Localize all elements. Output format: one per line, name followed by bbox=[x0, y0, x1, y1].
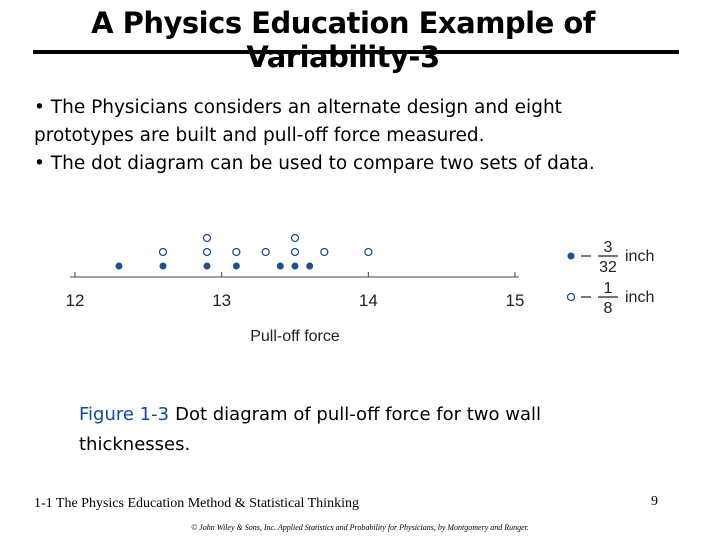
dot-1-8-inch bbox=[320, 247, 329, 257]
dot-1-8-inch bbox=[364, 247, 373, 257]
dot-3-32-inch bbox=[159, 262, 167, 270]
dot-3-32-inch bbox=[232, 262, 240, 270]
copyright-notice: © John Wiley & Sons, Inc. Applied Statis… bbox=[191, 523, 529, 532]
figure-label: Figure 1-3 bbox=[79, 404, 170, 425]
title-rule bbox=[33, 50, 679, 54]
x-tick-label: 13 bbox=[212, 291, 231, 310]
dot-3-32-inch bbox=[203, 262, 211, 270]
dot-3-32-inch bbox=[291, 262, 299, 270]
x-axis-label: Pull-off force bbox=[250, 328, 340, 345]
legend-unit: inch bbox=[625, 248, 654, 265]
dot-1-8-inch bbox=[261, 247, 270, 257]
dot-3-32-inch bbox=[276, 262, 284, 270]
legend-denominator: 8 bbox=[604, 300, 613, 317]
legend-numerator: 1 bbox=[604, 280, 613, 297]
data-points bbox=[115, 233, 373, 270]
x-tick-label: 12 bbox=[66, 291, 85, 310]
legend-unit: inch bbox=[625, 289, 654, 306]
legend-numerator: 3 bbox=[604, 239, 613, 256]
bullet-line: • The Physicians considers an alternate … bbox=[34, 97, 562, 118]
dot-3-32-inch bbox=[115, 262, 123, 270]
dot-1-8-inch bbox=[290, 247, 300, 257]
figure-caption-text: Dot diagram of pull-off force for two wa… bbox=[79, 404, 541, 455]
dot-1-8-inch bbox=[202, 247, 212, 257]
dot-diagram: 12 13 14 15 Pull-off force 3 32 inch 1 8 inch bbox=[0, 200, 720, 370]
bullet-line: • The dot diagram can be used to compare… bbox=[34, 153, 595, 174]
legend-marker bbox=[567, 252, 575, 260]
page-number: 9 bbox=[651, 494, 658, 509]
legend: 3 32 inch 1 8 inch bbox=[566, 239, 654, 317]
bullet-line: prototypes are built and pull-off force … bbox=[34, 125, 485, 146]
figure-caption: Figure 1-3 Dot diagram of pull-off force … bbox=[79, 400, 639, 460]
dot-1-8-inch bbox=[158, 247, 168, 257]
dot-1-8-inch bbox=[232, 247, 241, 257]
footer-text: 1-1 The Physics Education Method & Stati… bbox=[34, 496, 359, 511]
x-axis-ticks: 12 13 14 15 bbox=[66, 272, 525, 310]
body-text: • The Physicians considers an alternate … bbox=[34, 94, 704, 178]
dot-1-8-inch bbox=[290, 233, 300, 243]
x-tick-label: 14 bbox=[359, 291, 378, 310]
legend-marker bbox=[566, 292, 576, 302]
dot-1-8-inch bbox=[202, 233, 212, 243]
dot-diagram-svg: 12 13 14 15 Pull-off force 3 32 inch 1 8 inch bbox=[66, 233, 654, 345]
x-tick-label: 15 bbox=[506, 291, 525, 310]
slide-title: A Physics Education Example of Variabili… bbox=[91, 6, 595, 74]
dot-3-32-inch bbox=[306, 262, 314, 270]
legend-denominator: 32 bbox=[599, 259, 617, 276]
